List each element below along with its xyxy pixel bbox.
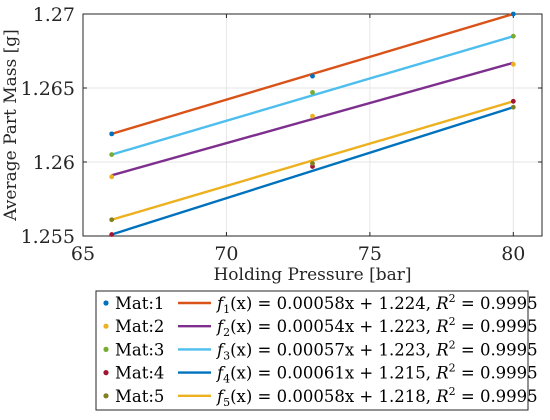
x-tick-label: 70 [214, 243, 238, 265]
data-point [310, 113, 315, 119]
data-point [310, 90, 315, 95]
legend-marker [103, 370, 109, 376]
y-axis-title: Average Part Mass [g] [1, 29, 21, 222]
fit-line [111, 106, 514, 236]
data-point [109, 131, 115, 137]
plot-area: 65 70 75 80 1.255 1.26 1.265 1.27 Holding Pressu… [1, 4, 543, 285]
data-point [310, 161, 315, 166]
x-tick-label: 75 [358, 243, 382, 265]
legend-series-name: Mat:2 [115, 317, 164, 336]
y-tick-label: 1.255 [21, 226, 75, 248]
y-tick-label: 1.265 [21, 78, 75, 100]
x-tick-label: 65 [71, 243, 95, 265]
fit-line [111, 35, 514, 156]
legend-fit-equation: f1(x) = 0.00058x + 1.224, R2 = 0.9995 [215, 292, 538, 316]
legend-series-name: Mat:1 [115, 294, 164, 313]
legend-marker [103, 393, 109, 399]
data-point [510, 98, 516, 104]
data-point [510, 33, 516, 39]
legend-marker [103, 323, 109, 329]
legend-series-name: Mat:5 [115, 387, 164, 406]
legend-fit-equation: f2(x) = 0.00054x + 1.223, R2 = 0.9995 [215, 315, 538, 339]
data-point [109, 217, 115, 223]
legend-fit-equation: f3(x) = 0.00057x + 1.223, R2 = 0.9995 [215, 338, 538, 362]
data-point [109, 174, 115, 180]
y-tick-label: 1.27 [33, 4, 75, 26]
y-tick-label: 1.26 [33, 152, 75, 174]
legend-series-name: Mat:3 [115, 340, 164, 359]
data-point [310, 73, 315, 79]
fit-line [111, 61, 514, 177]
legend-marker [103, 300, 109, 306]
legend-box [95, 290, 529, 411]
legend: Mat:1 f1(x) = 0.00058x + 1.224, R2 = 0.99… [95, 290, 538, 411]
x-axis-title: Holding Pressure [bar] [213, 265, 411, 285]
legend-series-name: Mat:4 [115, 364, 164, 383]
legend-fit-equation: f5(x) = 0.00058x + 1.218, R2 = 0.9995 [215, 385, 538, 409]
fit-line [111, 100, 514, 221]
legend-fit-equation: f4(x) = 0.00061x + 1.215, R2 = 0.9995 [215, 362, 538, 386]
axes-box [82, 13, 543, 237]
x-tick-label: 80 [501, 243, 525, 265]
legend-marker [103, 346, 109, 352]
data-point [109, 232, 115, 237]
data-point [510, 104, 516, 110]
data-point [109, 152, 115, 158]
data-point [510, 11, 516, 17]
data-point [510, 61, 516, 67]
